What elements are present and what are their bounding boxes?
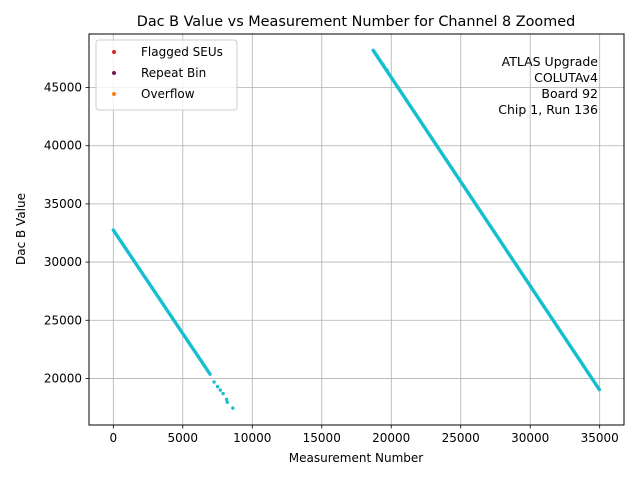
legend-label: Repeat Bin bbox=[141, 66, 206, 80]
x-tick-label: 10000 bbox=[233, 431, 271, 445]
y-tick-label: 30000 bbox=[44, 255, 82, 269]
y-tick-label: 35000 bbox=[44, 197, 82, 211]
annotation-line: Chip 1, Run 136 bbox=[498, 102, 598, 117]
data-point bbox=[218, 388, 223, 392]
x-tick-label: 5000 bbox=[168, 431, 199, 445]
annotation-line: COLUTAv4 bbox=[534, 70, 598, 85]
x-tick-label: 20000 bbox=[372, 431, 410, 445]
plot-area-frame bbox=[88, 33, 625, 426]
legend-box bbox=[95, 39, 238, 111]
data-point bbox=[378, 59, 382, 63]
data-point bbox=[231, 406, 235, 410]
x-tick-label: 35000 bbox=[581, 431, 619, 445]
y-tick-label: 25000 bbox=[44, 313, 82, 327]
data-point bbox=[215, 384, 220, 389]
data-point bbox=[381, 62, 385, 66]
data-point bbox=[597, 387, 602, 392]
x-axis-ticks: 0 5000 10000 15000 20000 25000 30000 35000 bbox=[109, 425, 619, 445]
y-tick-label: 20000 bbox=[44, 371, 82, 385]
grid-lines bbox=[89, 34, 624, 425]
x-tick-label: 15000 bbox=[303, 431, 341, 445]
data-point bbox=[224, 397, 229, 402]
legend: Flagged SEUs Repeat Bin Overflow bbox=[95, 39, 238, 111]
y-axis-label: Dac B Value bbox=[14, 193, 28, 265]
x-tick-label: 30000 bbox=[511, 431, 549, 445]
y-tick-label: 45000 bbox=[44, 81, 82, 95]
legend-marker bbox=[112, 71, 116, 75]
x-tick-label: 0 bbox=[109, 431, 117, 445]
data-point bbox=[375, 54, 380, 58]
legend-marker bbox=[112, 92, 116, 96]
x-axis-label: Measurement Number bbox=[289, 451, 423, 465]
data-point bbox=[225, 400, 229, 405]
legend-marker bbox=[112, 50, 116, 54]
chart-title: Dac B Value vs Measurement Number for Ch… bbox=[137, 14, 576, 30]
x-tick-label: 25000 bbox=[442, 431, 480, 445]
y-tick-label: 40000 bbox=[44, 139, 82, 153]
legend-items: Flagged SEUs Repeat Bin Overflow bbox=[112, 45, 223, 101]
legend-label: Overflow bbox=[141, 87, 195, 101]
annotation-line: Board 92 bbox=[541, 86, 598, 101]
data-points bbox=[111, 48, 602, 410]
data-point bbox=[385, 68, 389, 72]
data-point bbox=[212, 380, 216, 384]
data-point bbox=[221, 391, 225, 396]
y-axis-ticks: 20000 25000 30000 35000 40000 45000 bbox=[44, 81, 89, 385]
annotation-line: ATLAS Upgrade bbox=[502, 54, 599, 69]
data-point bbox=[208, 372, 212, 376]
legend-label: Flagged SEUs bbox=[141, 45, 223, 59]
